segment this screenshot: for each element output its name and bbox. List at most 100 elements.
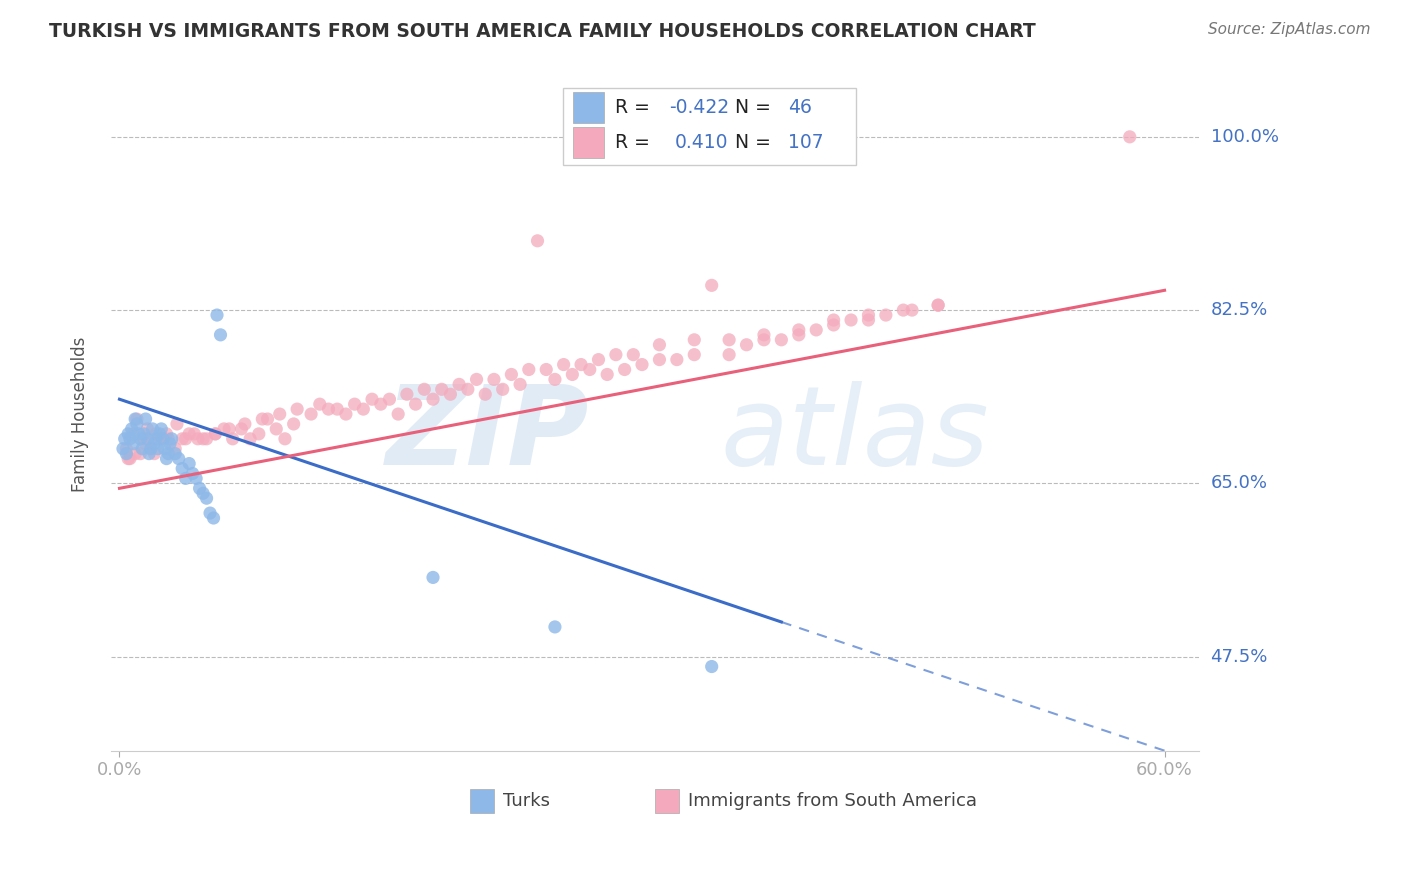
Point (117, 426, 139, 441)
Point (139, 442, 162, 456)
Text: N =: N = (734, 133, 776, 153)
Point (700, 278, 723, 293)
Point (114, 432, 136, 446)
Point (204, 426, 226, 441)
Point (752, 333, 775, 347)
Point (718, 348, 741, 362)
Text: 65.0%: 65.0% (1211, 475, 1268, 492)
Point (152, 432, 174, 446)
Point (735, 337, 758, 351)
Point (153, 442, 176, 456)
Point (233, 417, 256, 431)
Point (787, 323, 810, 337)
Point (569, 358, 592, 372)
Point (124, 447, 146, 461)
Text: 82.5%: 82.5% (1211, 301, 1268, 319)
Text: -0.422: -0.422 (669, 98, 730, 117)
Point (125, 412, 148, 426)
Point (183, 426, 205, 441)
Point (145, 426, 167, 441)
Point (474, 387, 496, 401)
Point (125, 417, 148, 431)
Point (157, 432, 180, 446)
Point (335, 407, 357, 421)
Point (361, 392, 384, 407)
Point (115, 442, 138, 456)
Point (172, 432, 194, 446)
FancyBboxPatch shape (574, 128, 605, 158)
Point (752, 327, 775, 342)
Point (198, 506, 221, 520)
Point (683, 333, 706, 347)
Point (318, 402, 340, 417)
Point (700, 659, 723, 673)
Point (352, 402, 374, 417)
Point (155, 451, 177, 466)
Point (343, 397, 366, 411)
Point (269, 407, 291, 421)
Point (387, 407, 409, 421)
Text: ZIP: ZIP (387, 381, 589, 488)
Text: TURKISH VS IMMIGRANTS FROM SOUTH AMERICA FAMILY HOUSEHOLDS CORRELATION CHART: TURKISH VS IMMIGRANTS FROM SOUTH AMERICA… (49, 22, 1036, 41)
Point (179, 426, 201, 441)
Point (166, 417, 188, 431)
Point (139, 442, 162, 456)
Point (718, 333, 741, 347)
Point (239, 432, 262, 446)
Point (274, 432, 297, 446)
Point (534, 362, 557, 376)
Point (218, 422, 240, 436)
Point (501, 368, 523, 382)
Point (129, 432, 152, 446)
Point (222, 432, 245, 446)
FancyBboxPatch shape (574, 92, 605, 123)
Point (174, 432, 197, 446)
Point (181, 467, 204, 481)
Point (122, 426, 145, 441)
Point (148, 426, 170, 441)
Point (596, 368, 619, 382)
FancyBboxPatch shape (562, 87, 856, 165)
Point (152, 432, 174, 446)
Point (160, 432, 183, 446)
Point (544, 620, 567, 634)
Text: 0.410: 0.410 (675, 133, 728, 153)
Point (252, 412, 274, 426)
Point (839, 313, 862, 327)
Point (299, 407, 322, 421)
Point (142, 422, 165, 436)
Point (875, 308, 897, 322)
Point (204, 426, 226, 441)
Point (823, 318, 845, 332)
Point (195, 491, 218, 506)
Point (132, 426, 155, 441)
Text: 107: 107 (787, 133, 824, 153)
Point (202, 511, 225, 525)
Point (205, 308, 228, 322)
Text: R =: R = (614, 133, 662, 153)
Point (858, 308, 880, 322)
Point (124, 412, 146, 426)
Point (146, 442, 169, 456)
Point (136, 422, 159, 436)
Text: 47.5%: 47.5% (1211, 648, 1268, 665)
Point (121, 422, 143, 436)
Point (150, 422, 173, 436)
Text: N =: N = (734, 98, 776, 117)
Point (405, 397, 427, 411)
Point (422, 570, 444, 584)
Point (787, 327, 810, 342)
Point (621, 348, 644, 362)
Point (422, 392, 444, 407)
Point (146, 432, 169, 446)
Text: Immigrants from South America: Immigrants from South America (688, 792, 977, 810)
Point (413, 382, 436, 396)
Point (135, 412, 157, 426)
Point (553, 358, 575, 372)
Point (111, 442, 134, 456)
Point (172, 461, 194, 475)
Point (138, 447, 160, 461)
Point (927, 298, 949, 312)
Point (231, 422, 253, 436)
Point (544, 372, 567, 386)
